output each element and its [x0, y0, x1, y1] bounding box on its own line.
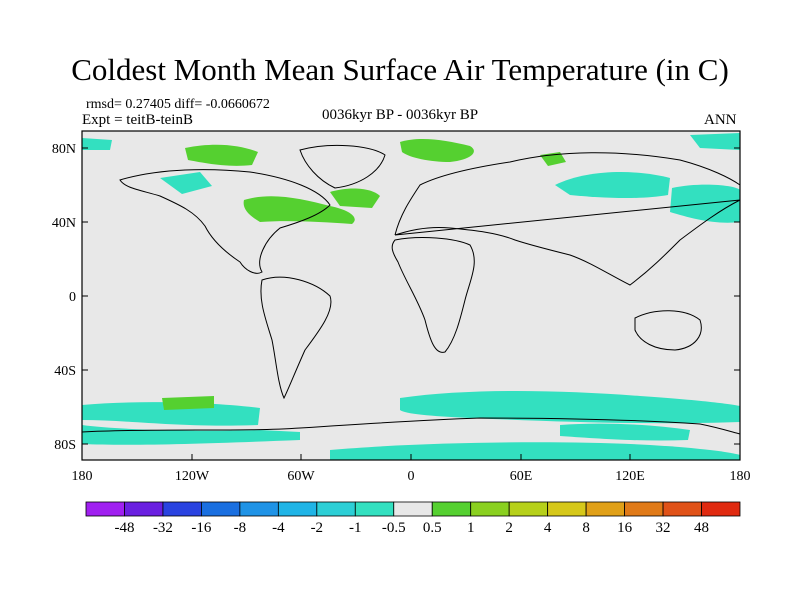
- lat-label-80n: 80N: [52, 142, 76, 157]
- colorbar-label-10: 2: [505, 520, 513, 536]
- colorbar-box-9: [431, 501, 472, 517]
- colorbar-label-0: -48: [114, 520, 134, 536]
- colorbar-label-5: -2: [311, 520, 324, 536]
- coastline-africa: [391, 237, 475, 353]
- colorbar: [85, 501, 741, 517]
- lat-labels: 80N 40N 0 40S 80S: [52, 142, 76, 453]
- lon-label-60w: 60W: [287, 469, 315, 484]
- colorbar-label-2: -16: [191, 520, 211, 536]
- colorbar-box-13: [585, 501, 625, 517]
- colorbar-box-5: [277, 501, 318, 517]
- colorbar-label-14: 32: [656, 520, 671, 536]
- lat-label-40s: 40S: [54, 364, 76, 379]
- season-label: ANN: [704, 112, 737, 128]
- colorbar-label-15: 48: [694, 520, 709, 536]
- cool-region-arctic-east: [690, 133, 740, 150]
- lon-label-180w: 180: [72, 469, 93, 484]
- coastline-antarctica: [81, 417, 741, 435]
- stats-label: rmsd= 0.27405 diff= -0.0660672: [86, 97, 270, 112]
- cool-region-southern-ocean-mid: [400, 391, 740, 424]
- coastlines: [81, 144, 741, 435]
- coastline-north-america: [119, 169, 331, 274]
- colorbar-label-9: 1: [467, 520, 475, 536]
- colorbar-label-3: -8: [234, 520, 247, 536]
- warm-region-north-america: [243, 196, 355, 224]
- colorbar-label-13: 16: [617, 520, 633, 536]
- lon-label-120w: 120W: [175, 469, 210, 484]
- colorbar-label-4: -4: [272, 520, 285, 536]
- colorbar-label-1: -32: [153, 520, 173, 536]
- cool-region-south-pacific: [560, 423, 690, 441]
- colorbar-box-15: [662, 501, 702, 517]
- lon-label-60e: 60E: [510, 469, 533, 484]
- experiment-label: Expt = teitB-teinB: [82, 112, 193, 128]
- lon-label-120e: 120E: [615, 469, 645, 484]
- colorbar-box-11: [508, 501, 549, 517]
- period-label: 0036kyr BP - 0036kyr BP: [322, 107, 479, 123]
- warm-region-canadian-arctic: [185, 144, 258, 166]
- colorbar-labels: -48 -32 -16 -8 -4 -2 -1 -0.5 0.5 1 2 4 8 16 32 48: [114, 520, 709, 536]
- warm-anomaly-regions: [162, 139, 566, 410]
- colorbar-box-0: [85, 501, 125, 517]
- coastline-greenland: [299, 144, 386, 189]
- colorbar-label-7: -0.5: [382, 520, 406, 536]
- colorbar-label-11: 4: [544, 520, 552, 536]
- cool-region-southern-ocean-west: [82, 402, 260, 426]
- lon-label-0: 0: [408, 469, 415, 484]
- lat-ticks: [82, 147, 740, 445]
- coastline-south-america: [260, 276, 332, 400]
- colorbar-box-7: [354, 501, 395, 517]
- colorbar-box-12: [547, 501, 587, 517]
- plot-title: Coldest Month Mean Surface Air Temperatu…: [71, 52, 729, 87]
- cool-region-siberia: [555, 172, 670, 199]
- cool-region-alaska: [160, 172, 212, 194]
- colorbar-box-14: [624, 501, 664, 517]
- cool-region-arctic-west: [82, 138, 112, 150]
- warm-region-nordic-seas: [400, 139, 474, 162]
- lat-label-80s: 80S: [54, 438, 76, 453]
- cool-region-antarctic-ice: [330, 442, 740, 460]
- colorbar-box-10: [470, 501, 510, 517]
- lon-ticks: [81, 454, 741, 460]
- colorbar-box-8: [393, 501, 433, 517]
- colorbar-box-16: [701, 501, 741, 517]
- colorbar-box-1: [124, 501, 164, 517]
- lon-labels: 180 120W 60W 0 60E 120E 180: [72, 469, 751, 484]
- lon-label-180e: 180: [730, 469, 751, 484]
- colorbar-box-4: [239, 501, 279, 517]
- lat-label-40n: 40N: [52, 216, 76, 231]
- colorbar-label-6: -1: [349, 520, 362, 536]
- colorbar-label-12: 8: [582, 520, 590, 536]
- coastline-eurasia: [394, 152, 741, 286]
- colorbar-box-2: [162, 501, 202, 517]
- warm-region-southern-atlantic: [162, 396, 214, 410]
- lat-label-equator: 0: [69, 290, 76, 305]
- coastline-australia: [634, 310, 702, 351]
- warm-region-north-atlantic: [330, 188, 380, 208]
- colorbar-box-6: [316, 501, 356, 517]
- colorbar-box-3: [201, 501, 241, 517]
- colorbar-label-8: 0.5: [423, 520, 442, 536]
